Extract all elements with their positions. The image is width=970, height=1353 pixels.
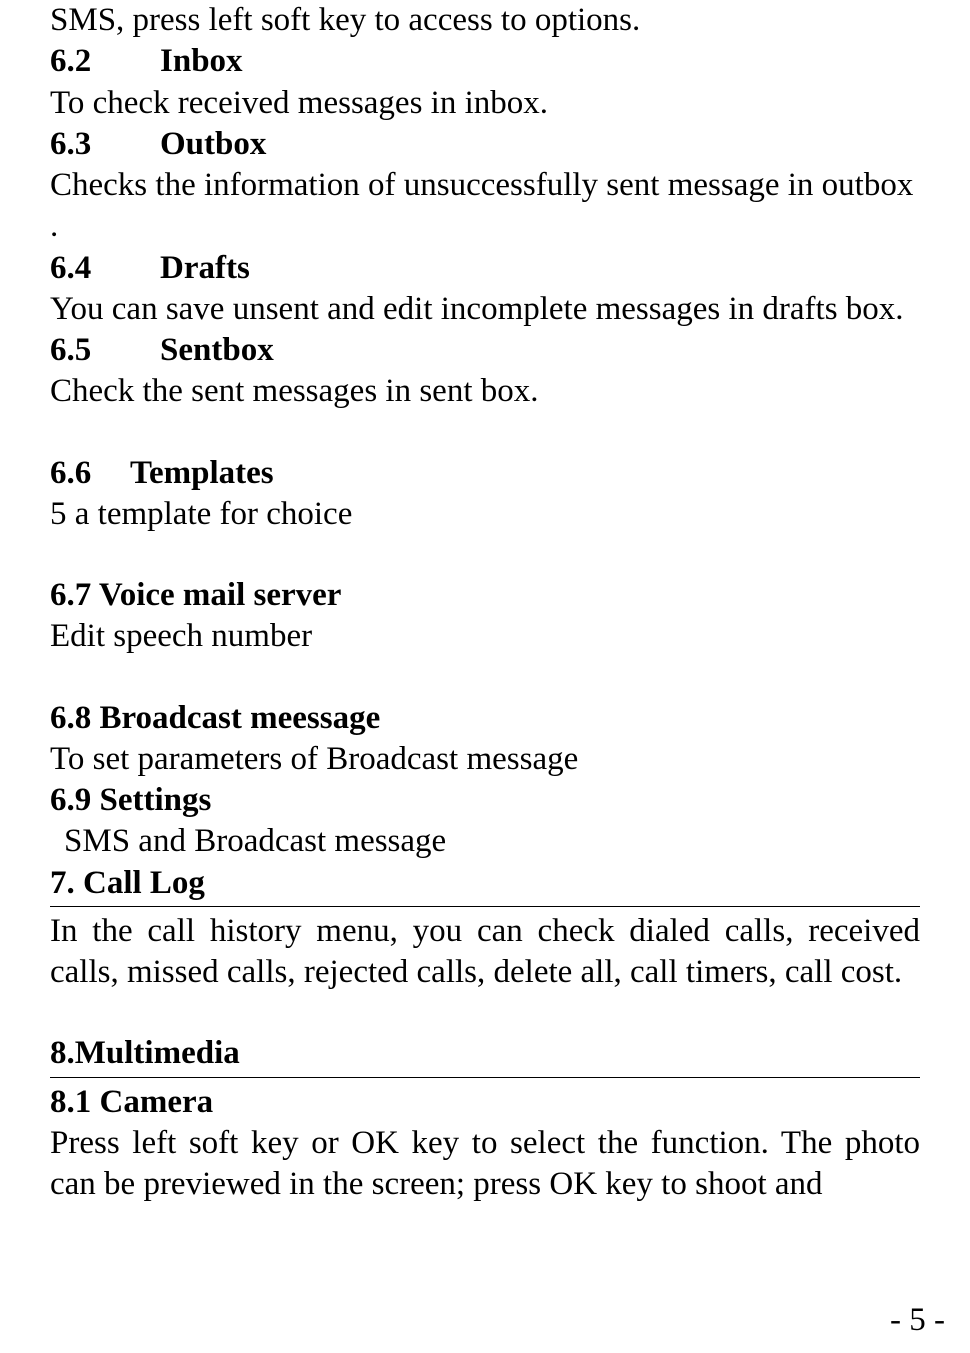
blank-line [50, 658, 920, 698]
body-6-5: Check the sent messages in sent box. [50, 371, 920, 412]
section-rule [50, 1077, 920, 1078]
manual-page: SMS, press left soft key to access to op… [0, 0, 970, 1353]
page-number: - 5 - [890, 1300, 945, 1341]
section-number: 6.2 [50, 41, 160, 82]
body-6-3: Checks the information of unsuccessfully… [50, 165, 920, 248]
blank-line [50, 413, 920, 453]
body-6-9: SMS and Broadcast message [50, 821, 920, 862]
section-title: Outbox [160, 126, 266, 162]
heading-6-3: 6.3Outbox [50, 124, 920, 165]
section-title: Sentbox [160, 332, 274, 368]
heading-8: 8.Multimedia [50, 1033, 920, 1074]
heading-6-5: 6.5Sentbox [50, 330, 920, 371]
section-title: Inbox [160, 43, 243, 79]
section-number: 6.3 [50, 124, 160, 165]
heading-6-7: 6.7 Voice mail server [50, 575, 920, 616]
opening-line: SMS, press left soft key to access to op… [50, 0, 920, 41]
body-6-2: To check received messages in inbox. [50, 83, 920, 124]
body-7: In the call history menu, you can check … [50, 911, 920, 994]
heading-6-4: 6.4Drafts [50, 248, 920, 289]
section-rule [50, 906, 920, 907]
body-6-8: To set parameters of Broadcast message [50, 739, 920, 780]
heading-6-2: 6.2Inbox [50, 41, 920, 82]
body-8-1: Press left soft key or OK key to select … [50, 1123, 920, 1206]
heading-6-8: 6.8 Broadcast meessage [50, 698, 920, 739]
blank-line [50, 993, 920, 1033]
body-6-4: You can save unsent and edit incomplete … [50, 289, 920, 330]
heading-6-9: 6.9 Settings [50, 780, 920, 821]
blank-line [50, 535, 920, 575]
section-number: 6.6 [50, 453, 130, 494]
section-title: Templates [130, 455, 274, 491]
heading-8-1: 8.1 Camera [50, 1082, 920, 1123]
section-number: 6.5 [50, 330, 160, 371]
heading-6-6: 6.6Templates [50, 453, 920, 494]
body-6-7: Edit speech number [50, 616, 920, 657]
body-6-6: 5 a template for choice [50, 494, 920, 535]
section-number: 6.4 [50, 248, 160, 289]
heading-7: 7. Call Log [50, 863, 920, 904]
section-title: Drafts [160, 250, 250, 286]
